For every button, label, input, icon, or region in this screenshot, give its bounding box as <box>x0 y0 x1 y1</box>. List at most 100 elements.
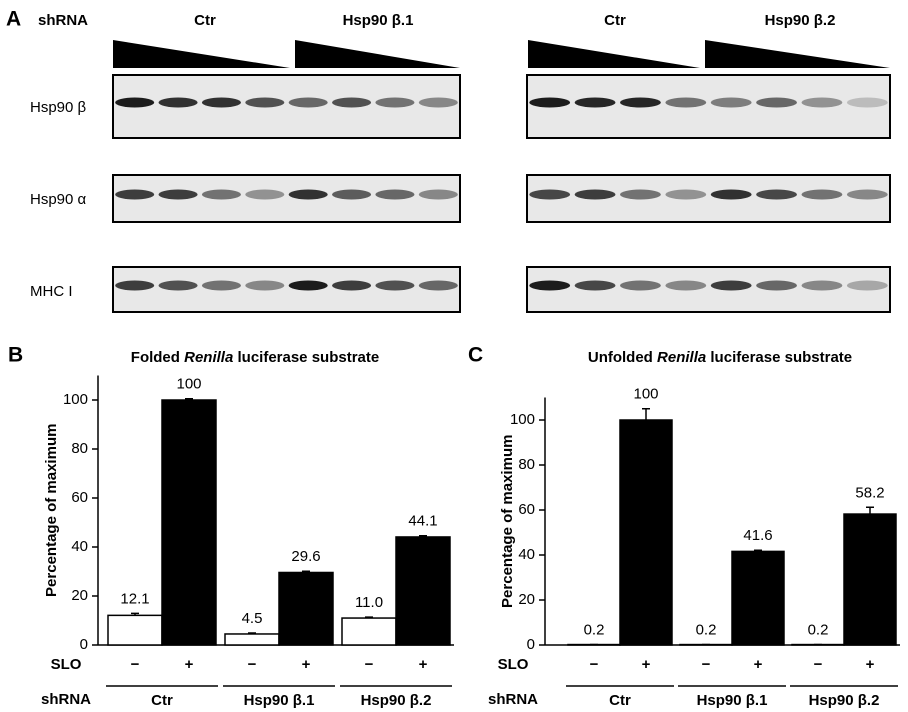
y-tick-label: 40 <box>71 538 88 555</box>
title-part: luciferase substrate <box>237 349 379 366</box>
blot-panel <box>113 75 460 138</box>
band <box>202 281 241 291</box>
y-axis-label: Percentage of maximum <box>43 424 60 597</box>
band <box>620 98 661 108</box>
bar <box>396 537 450 645</box>
x-axis-label: SLO <box>498 656 529 673</box>
y-tick-label: 80 <box>518 456 535 473</box>
band <box>245 98 284 108</box>
band <box>847 190 888 200</box>
x-tick-label: − <box>131 656 140 673</box>
shrna-label: shRNA <box>38 12 88 29</box>
band <box>419 98 458 108</box>
band <box>202 98 241 108</box>
x-tick-label: + <box>419 656 428 673</box>
chart-title: Unfolded Renilla luciferase substrate <box>588 349 852 366</box>
bar <box>225 634 279 645</box>
group-label: Ctr <box>194 12 216 29</box>
value-label: 0.2 <box>584 622 605 639</box>
group-label: Hsp90 β.1 <box>343 12 414 29</box>
group-axis-label: shRNA <box>488 691 538 708</box>
group-label: Ctr <box>609 692 631 709</box>
bar <box>844 514 896 645</box>
band <box>419 281 458 291</box>
bar <box>620 420 672 645</box>
panel-label: B <box>8 344 23 367</box>
title-part: luciferase substrate <box>710 349 852 366</box>
group-label: Hsp90 β.2 <box>361 692 432 709</box>
title-part: Renilla <box>657 349 706 366</box>
band <box>620 281 661 291</box>
gradient-wedge <box>528 40 700 68</box>
band <box>575 190 616 200</box>
band <box>115 98 154 108</box>
x-tick-label: + <box>302 656 311 673</box>
band <box>115 281 154 291</box>
blot-panel <box>113 267 460 312</box>
x-tick-label: − <box>702 656 711 673</box>
band <box>575 98 616 108</box>
value-label: 58.2 <box>855 484 884 501</box>
band <box>665 98 706 108</box>
y-tick-label: 40 <box>518 546 535 563</box>
group-label: Hsp90 β.1 <box>697 692 768 709</box>
panel-label: C <box>468 344 483 367</box>
band <box>711 281 752 291</box>
value-label: 29.6 <box>291 548 320 565</box>
figure: A shRNA Ctr Hsp90 β.1 Ctr Hsp90 β.2 Hsp9… <box>0 0 908 712</box>
x-tick-label: − <box>365 656 374 673</box>
band <box>802 281 843 291</box>
y-tick-label: 20 <box>71 587 88 604</box>
row-label: MHC I <box>30 283 73 300</box>
bar <box>732 551 784 645</box>
panel-label: A <box>6 8 21 31</box>
band <box>529 98 570 108</box>
band <box>159 98 198 108</box>
y-tick-label: 80 <box>71 440 88 457</box>
x-tick-label: + <box>185 656 194 673</box>
gradient-wedge <box>295 40 460 68</box>
blot-panel <box>113 175 460 222</box>
band <box>756 98 797 108</box>
band <box>375 190 414 200</box>
y-tick-label: 100 <box>63 391 88 408</box>
y-tick-label: 20 <box>518 591 535 608</box>
band <box>665 190 706 200</box>
band <box>159 190 198 200</box>
group-label: Hsp90 β.2 <box>809 692 880 709</box>
bar <box>162 400 216 645</box>
x-tick-label: − <box>248 656 257 673</box>
title-part: Folded <box>131 349 180 366</box>
group-label: Hsp90 β.2 <box>765 12 836 29</box>
y-axis-label: Percentage of maximum <box>499 435 516 608</box>
bar <box>108 615 162 645</box>
band <box>289 281 328 291</box>
band <box>245 281 284 291</box>
title-part: Unfolded <box>588 349 653 366</box>
band <box>575 281 616 291</box>
band <box>620 190 661 200</box>
value-label: 100 <box>176 376 201 393</box>
blots <box>113 75 890 312</box>
error-bar <box>866 507 874 514</box>
blot-panel <box>527 75 890 138</box>
blot-panel <box>527 267 890 312</box>
gradient-wedge <box>705 40 890 68</box>
value-label: 100 <box>633 386 658 403</box>
x-tick-label: + <box>754 656 763 673</box>
value-label: 41.6 <box>743 527 772 544</box>
y-tick-label: 0 <box>80 636 88 653</box>
y-tick-label: 0 <box>527 636 535 653</box>
value-label: 0.2 <box>808 622 829 639</box>
value-label: 11.0 <box>355 594 383 611</box>
y-tick-label: 60 <box>518 501 535 518</box>
gradient-wedge <box>113 40 290 68</box>
band <box>847 98 888 108</box>
x-axis-label: SLO <box>51 656 82 673</box>
y-tick-label: 100 <box>510 411 535 428</box>
x-tick-label: − <box>590 656 599 673</box>
bar <box>279 572 333 645</box>
band <box>711 98 752 108</box>
band <box>115 190 154 200</box>
title-part: Renilla <box>184 349 233 366</box>
